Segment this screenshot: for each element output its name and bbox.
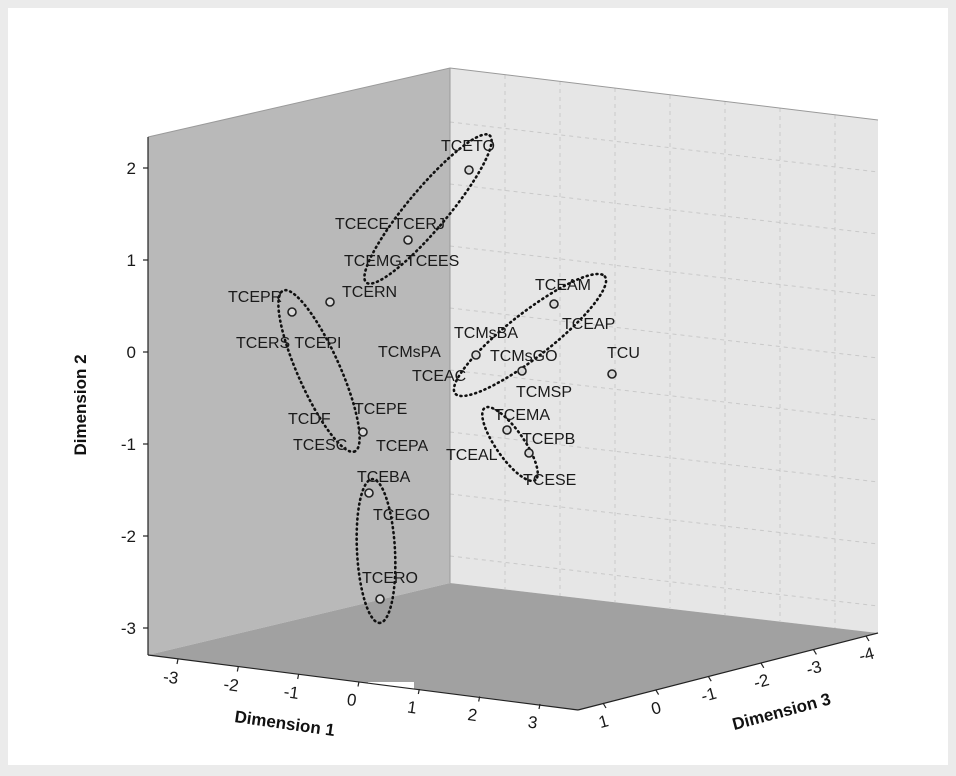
point-label: TCESC <box>293 437 347 454</box>
data-point <box>608 370 616 378</box>
point-label: TCMsPA <box>378 344 441 361</box>
data-point <box>550 300 558 308</box>
data-point <box>518 367 526 375</box>
point-label: TCERN <box>342 284 397 301</box>
data-point <box>376 595 384 603</box>
point-label: TCESE <box>523 472 576 489</box>
point-label: TCEPA <box>376 438 428 455</box>
point-label: TCMsBA <box>454 325 518 342</box>
point-label: TCU <box>607 345 640 362</box>
data-point <box>326 298 334 306</box>
y-tick-label: -1 <box>121 435 136 454</box>
point-label: TCEPR <box>228 289 282 306</box>
data-point <box>365 489 373 497</box>
point-label: TCDF <box>288 411 331 428</box>
point-label: TCMsGO <box>490 348 558 365</box>
data-point <box>404 236 412 244</box>
x-tick-label: -3 <box>162 667 180 688</box>
point-label: TCETO <box>441 138 495 155</box>
data-point <box>465 166 473 174</box>
data-point <box>472 351 480 359</box>
y-tick-label: 1 <box>127 251 136 270</box>
point-label: TCMSP <box>516 384 572 401</box>
y-tick-label: -2 <box>121 527 136 546</box>
data-point <box>359 428 367 436</box>
point-label: TCEPB <box>522 431 575 448</box>
point-label: TCEAP <box>562 316 615 333</box>
point-label: TCEGO <box>373 507 430 524</box>
point-label: TCEPE <box>354 401 407 418</box>
y-tick-label: -3 <box>121 619 136 638</box>
point-label: TCERS TCEPI <box>236 335 342 352</box>
x-tick-label: -1 <box>283 682 301 703</box>
point-label: TCEAL <box>446 447 498 464</box>
data-point <box>525 449 533 457</box>
y-tick-label: 0 <box>127 343 136 362</box>
point-label: TCEAC <box>412 368 466 385</box>
left-wall <box>148 68 450 655</box>
point-label: TCEMG TCEES <box>344 253 459 270</box>
y-axis-title: Dimension 2 <box>71 354 90 455</box>
point-label: TCEBA <box>357 469 411 486</box>
data-point <box>288 308 296 316</box>
y-tick-label: 2 <box>127 159 136 178</box>
point-label: TCECE TCERJ <box>335 216 445 233</box>
x-tick-label: -2 <box>222 675 240 696</box>
data-point <box>503 426 511 434</box>
point-label: TCEMA <box>494 407 550 424</box>
point-label: TCEAM <box>535 277 591 294</box>
point-label: TCERO <box>362 570 418 587</box>
